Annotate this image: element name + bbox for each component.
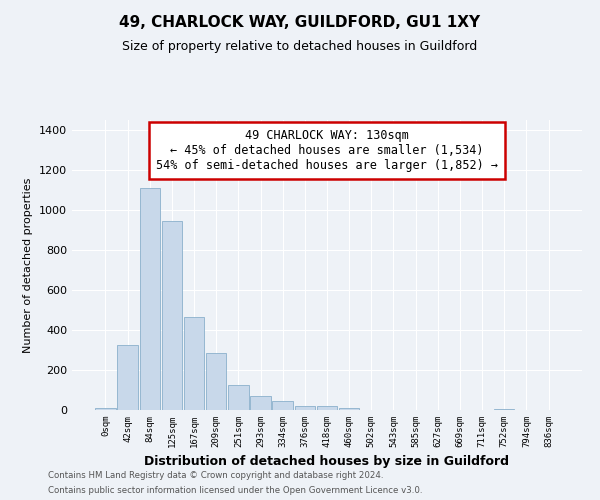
Text: Contains HM Land Registry data © Crown copyright and database right 2024.: Contains HM Land Registry data © Crown c… bbox=[48, 471, 383, 480]
X-axis label: Distribution of detached houses by size in Guildford: Distribution of detached houses by size … bbox=[145, 456, 509, 468]
Text: 49, CHARLOCK WAY, GUILDFORD, GU1 1XY: 49, CHARLOCK WAY, GUILDFORD, GU1 1XY bbox=[119, 15, 481, 30]
Bar bbox=[317, 406, 337, 410]
Text: Size of property relative to detached houses in Guildford: Size of property relative to detached ho… bbox=[122, 40, 478, 53]
Bar bbox=[118, 345, 138, 410]
Y-axis label: Number of detached properties: Number of detached properties bbox=[23, 178, 34, 352]
Bar bbox=[161, 221, 182, 410]
Bar bbox=[140, 188, 160, 410]
Bar bbox=[228, 385, 248, 410]
Text: 49 CHARLOCK WAY: 130sqm
← 45% of detached houses are smaller (1,534)
54% of semi: 49 CHARLOCK WAY: 130sqm ← 45% of detache… bbox=[156, 128, 498, 172]
Bar bbox=[184, 317, 204, 410]
Bar bbox=[250, 396, 271, 410]
Bar bbox=[206, 353, 226, 410]
Bar bbox=[272, 401, 293, 410]
Bar bbox=[95, 408, 116, 410]
Bar bbox=[339, 408, 359, 410]
Text: Contains public sector information licensed under the Open Government Licence v3: Contains public sector information licen… bbox=[48, 486, 422, 495]
Bar bbox=[494, 409, 514, 410]
Bar bbox=[295, 406, 315, 410]
